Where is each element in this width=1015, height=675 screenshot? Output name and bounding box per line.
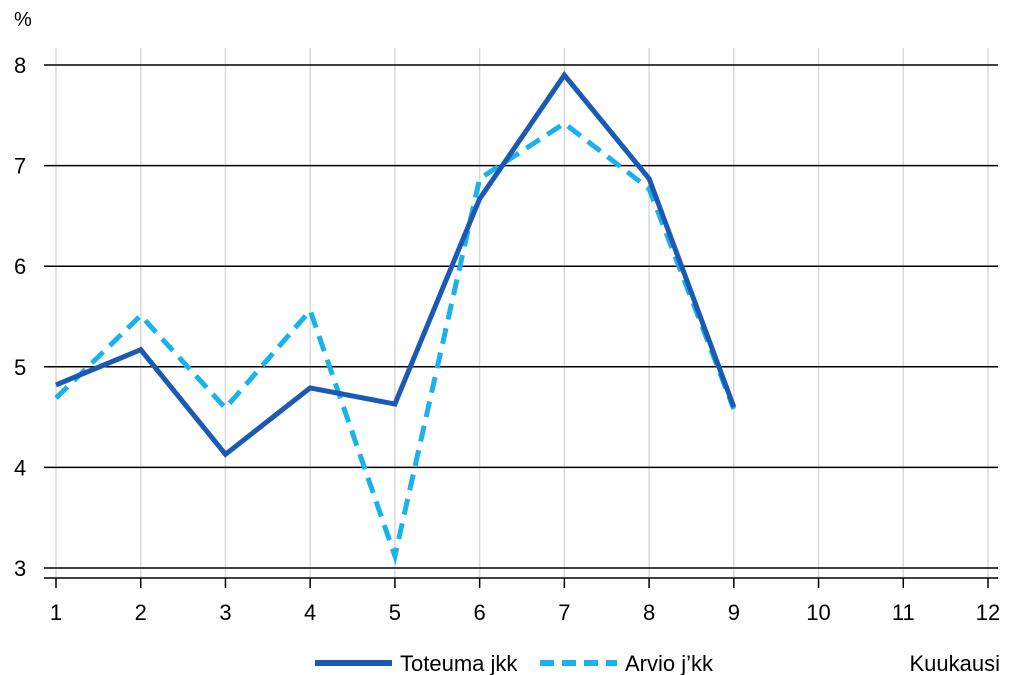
- x-tick-label: 9: [728, 600, 740, 625]
- x-tick-label: 3: [219, 600, 231, 625]
- legend: Toteuma jkk Arvio j’kk: [315, 651, 714, 675]
- x-axis-title: Kuukausi: [909, 651, 1000, 675]
- x-tick-label: 1: [50, 600, 62, 625]
- y-tick-label: 3: [14, 556, 26, 581]
- x-tick-label: 10: [806, 600, 830, 625]
- y-tick-label: 7: [14, 154, 26, 179]
- y-tick-label: 6: [14, 254, 26, 279]
- x-tick-label: 2: [135, 600, 147, 625]
- x-tick-label: 6: [474, 600, 486, 625]
- grid-layer: [44, 48, 998, 578]
- legend-label-arvio: Arvio j’kk: [625, 651, 714, 675]
- y-tick-label: 5: [14, 355, 26, 380]
- x-tick-label: 12: [976, 600, 1000, 625]
- x-tick-label: 5: [389, 600, 401, 625]
- y-tick-label: 4: [14, 455, 26, 480]
- x-tick-label: 8: [643, 600, 655, 625]
- series-layer: [54, 70, 737, 566]
- x-tick-label: 4: [304, 600, 316, 625]
- x-tick-label: 7: [558, 600, 570, 625]
- legend-label-toteuma: Toteuma jkk: [400, 651, 518, 675]
- axis-layer: [44, 577, 998, 588]
- x-tick-label: 11: [892, 600, 915, 625]
- y-tick-label: 8: [14, 53, 26, 78]
- y-axis-unit-label: %: [14, 9, 32, 31]
